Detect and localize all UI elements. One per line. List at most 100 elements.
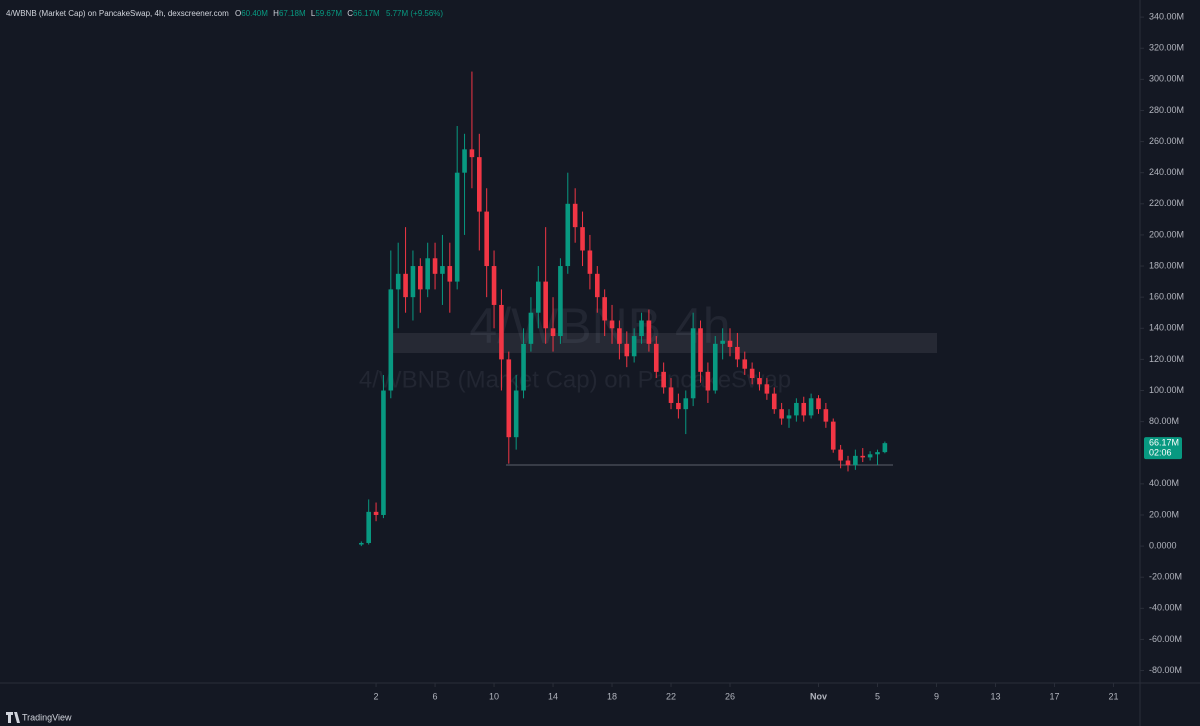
brand-name: TradingView (22, 712, 72, 722)
candle-body (727, 340, 733, 347)
candle-body (609, 320, 615, 329)
candle-body (661, 371, 666, 388)
candle-body (668, 387, 674, 403)
candle-body (617, 328, 622, 344)
candle-body (477, 157, 482, 212)
x-tick-label: 18 (607, 691, 617, 701)
candle-body (506, 359, 512, 438)
legend-o-label: O (235, 9, 241, 18)
legend-o: 60.40M (241, 9, 268, 18)
candle-body (720, 340, 725, 344)
y-tick-label: 20.00M (1149, 509, 1179, 519)
y-tick-label: 100.00M (1149, 385, 1184, 395)
candle-body (764, 384, 770, 394)
watermark-subtitle: 4/WBNB (Market Cap) on PancakeSwap (359, 366, 791, 393)
candle-body (712, 343, 718, 391)
legend: 4/WBNB (Market Cap) on PancakeSwap, 4h, … (6, 9, 443, 18)
y-tick-label: 320.00M (1149, 43, 1184, 53)
x-tick-label: Nov (810, 691, 827, 701)
candle-body (359, 542, 364, 545)
y-tick-label: -60.00M (1149, 634, 1182, 644)
legend-c-label: C (347, 9, 353, 18)
candle-body (602, 297, 607, 321)
y-tick-label: 0.0000 (1149, 540, 1177, 550)
legend-l: 59.67M (315, 9, 342, 18)
legend-h: 67.18M (279, 9, 306, 18)
candle-body (639, 320, 644, 337)
candle-body (786, 415, 792, 419)
candle-body (418, 266, 423, 290)
x-tick-label: 13 (990, 691, 1000, 701)
y-tick-label: 160.00M (1149, 292, 1184, 302)
candle-body (646, 320, 652, 344)
candle-body (771, 393, 777, 410)
y-tick-label: -80.00M (1149, 665, 1182, 675)
x-tick-label: 2 (374, 691, 379, 701)
candle-body (543, 281, 548, 329)
candle-body (580, 227, 585, 251)
candle-body (558, 266, 563, 337)
candle-body (528, 312, 534, 344)
candle-body (779, 409, 784, 419)
candle-body (845, 460, 851, 466)
watermark: 4/WBNB 4h (469, 298, 730, 354)
legend-l-label: L (311, 9, 316, 18)
candle-body (535, 281, 541, 313)
price-tag-value: 66.17M (1149, 438, 1179, 448)
candle-body (484, 211, 489, 267)
x-tick-label: 10 (489, 691, 499, 701)
legend-h-label: H (273, 9, 279, 18)
candle-body (676, 402, 681, 410)
candle-body (631, 336, 637, 357)
candle-body (499, 304, 504, 360)
y-tick-label: 200.00M (1149, 229, 1184, 239)
candle-body (550, 328, 556, 337)
legend-c: 66.17M (353, 9, 380, 18)
candle-body (794, 402, 799, 416)
x-tick-label: 26 (725, 691, 735, 701)
y-tick-label: -40.00M (1149, 603, 1182, 613)
candle-body (388, 289, 394, 391)
legend-change: 5.77M (+9.56%) (386, 9, 443, 18)
y-tick-label: 80.00M (1149, 416, 1179, 426)
candle-body (698, 328, 703, 372)
candle-body (853, 455, 858, 466)
candle-body (882, 443, 888, 453)
candle-body (594, 273, 600, 298)
candle-body (735, 346, 740, 360)
price-tag-countdown: 02:06 (1149, 448, 1172, 458)
candle-body (742, 359, 748, 369)
candle-body (432, 258, 438, 274)
candle-body (491, 266, 497, 305)
y-tick-label: 120.00M (1149, 354, 1184, 364)
candle-body (366, 511, 371, 543)
candle-body (381, 390, 386, 515)
candle-body (447, 266, 453, 282)
x-tick-label: 5 (875, 691, 880, 701)
candle-body (565, 203, 571, 267)
y-tick-label: 260.00M (1149, 136, 1184, 146)
x-tick-label: 22 (666, 691, 676, 701)
candle-body (830, 421, 836, 450)
candle-body (875, 452, 880, 455)
candle-body (808, 398, 814, 416)
y-tick-label: 140.00M (1149, 323, 1184, 333)
y-tick-label: -20.00M (1149, 572, 1182, 582)
x-tick-label: 6 (433, 691, 438, 701)
x-tick-label: 14 (548, 691, 558, 701)
candle-body (410, 266, 416, 298)
candle-body (860, 455, 866, 458)
y-tick-label: 180.00M (1149, 260, 1184, 270)
candle-body (838, 449, 843, 461)
candle-body (521, 343, 526, 391)
price-tag (1144, 437, 1182, 460)
y-tick-label: 220.00M (1149, 198, 1184, 208)
candle-body (395, 273, 401, 290)
candle-body (749, 368, 755, 379)
candle-body (572, 203, 578, 228)
candle-body (624, 343, 630, 357)
